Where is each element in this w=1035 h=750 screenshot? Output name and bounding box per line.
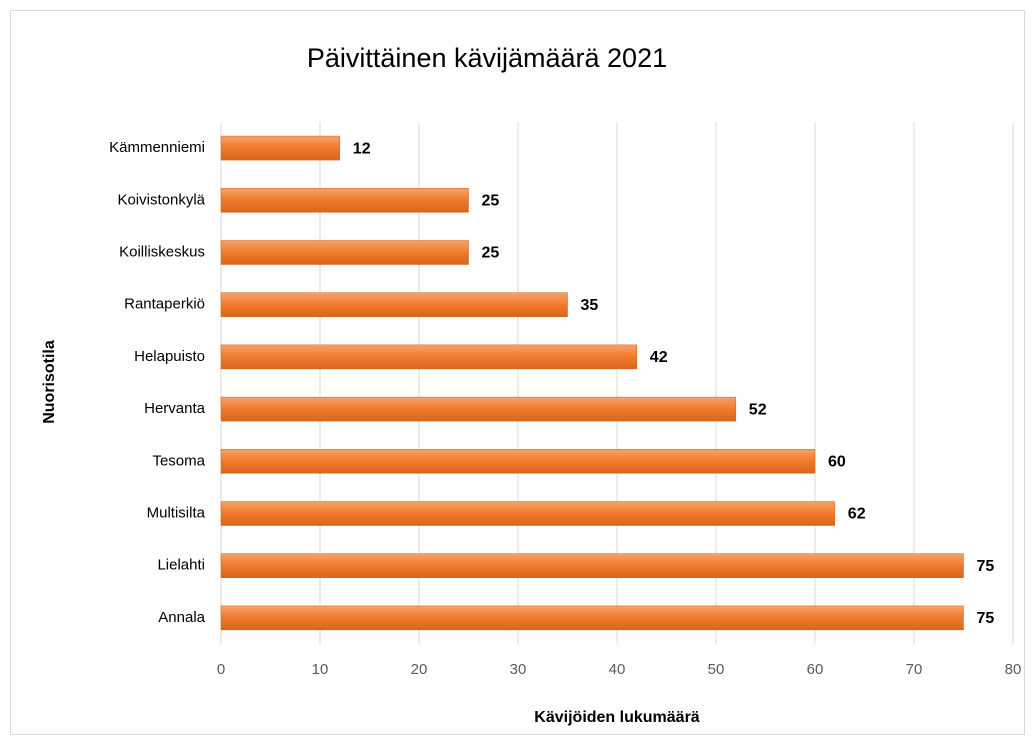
- data-label: 75: [977, 558, 995, 575]
- chart-title: Päivittäinen kävijämäärä 2021: [307, 43, 667, 73]
- data-label: 25: [482, 245, 500, 262]
- data-label: 42: [650, 349, 668, 366]
- x-tick-label: 50: [708, 661, 725, 678]
- y-tick-label: Lielahti: [157, 557, 205, 574]
- y-tick-label: Koivistonkylä: [117, 191, 205, 208]
- x-tick-label: 60: [807, 661, 824, 678]
- y-tick-label: Multisilta: [147, 504, 206, 521]
- y-tick-label: Kämmenniemi: [109, 139, 205, 156]
- x-tick-label: 70: [906, 661, 923, 678]
- x-tick-label: 20: [411, 661, 428, 678]
- y-tick-label: Tesoma: [152, 452, 205, 469]
- data-label: 35: [581, 297, 599, 314]
- data-label: 52: [749, 401, 767, 418]
- bar: [220, 553, 964, 578]
- data-label: 60: [828, 454, 846, 471]
- y-tick-label: Helapuisto: [134, 348, 205, 365]
- y-tick-label: Annala: [158, 609, 205, 626]
- x-tick-label: 0: [217, 661, 225, 678]
- bar: [220, 135, 341, 161]
- data-label: 75: [977, 610, 995, 627]
- data-label: 25: [482, 193, 500, 210]
- y-axis-title: Nuorisotila: [41, 340, 58, 424]
- data-label: 12: [353, 140, 371, 157]
- x-tick-label: 80: [1005, 661, 1022, 678]
- bar: [220, 292, 568, 317]
- bar: [220, 501, 836, 526]
- y-tick-label: Koilliskeskus: [119, 243, 205, 260]
- bar: [220, 605, 964, 631]
- bar: [220, 344, 638, 370]
- x-tick-label: 30: [510, 661, 527, 678]
- x-tick-label: 40: [609, 661, 626, 678]
- bar: [220, 188, 469, 213]
- x-tick-label: 10: [312, 661, 329, 678]
- bar: [220, 396, 737, 422]
- x-axis-title: Kävijöiden lukumäärä: [534, 709, 699, 726]
- bar: [220, 240, 469, 265]
- y-tick-label: Hervanta: [144, 400, 206, 417]
- y-tick-label: Rantaperkiö: [124, 296, 205, 313]
- data-label: 62: [848, 506, 866, 523]
- bar: [220, 449, 816, 474]
